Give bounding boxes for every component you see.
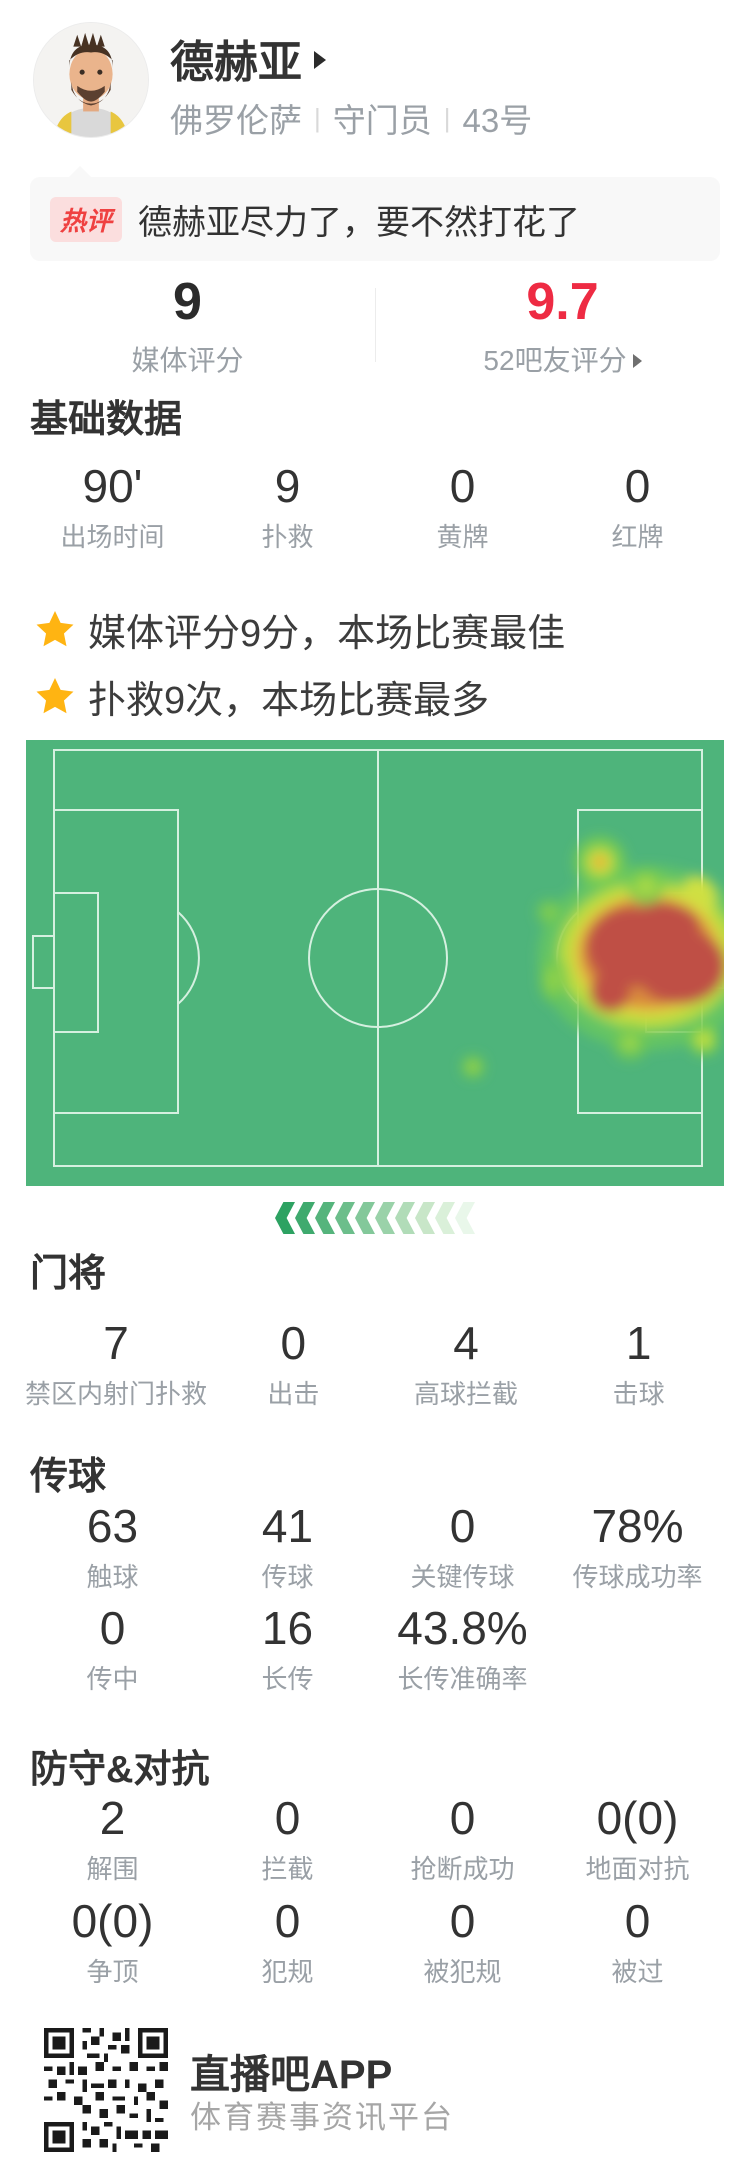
highlight-text: 扑救9次，本场比赛最多 [88,679,490,722]
stat-yellow-cards: 0 黄牌 [436,460,489,552]
stat-red-cards: 0 红牌 [611,460,664,552]
shirt-number: 43号 [462,102,533,139]
defense-stats-row2: 0(0) 争顶 0 犯规 0 被犯规 0 被过 [25,1893,725,1989]
hot-comment-box: 热评 德赫亚尽力了，要不然打花了 [30,177,720,261]
stat-runouts: 0 出击 [267,1317,320,1409]
stat-long-ball-accuracy: 43.8% 长传准确率 [397,1602,528,1694]
chevron-left-icon [455,1202,475,1234]
goalkeeping-stats-grid: 7 禁区内射门扑救 0 出击 4 高球拦截 1 击球 [25,1315,725,1411]
player-subtitle: 佛罗伦萨 | 守门员 | 43号 [170,96,532,140]
basic-stats-grid: 90' 出场时间 9 扑救 0 黄牌 0 红牌 [25,458,725,554]
chevron-left-icon [375,1202,395,1234]
stat-fouls: 0 犯规 [261,1895,314,1987]
separator: | [314,102,321,133]
stat-dribbled-past: 0 被过 [611,1895,664,1987]
stat-key-passes: 0 关键传球 [410,1500,515,1592]
stat-tackles-won: 0 抢断成功 [410,1792,515,1884]
section-title-goalkeeping: 门将 [30,1253,107,1295]
qr-code [44,2028,168,2152]
star-icon [36,611,74,647]
chevron-left-icon [395,1202,415,1234]
fan-rating: 9.7 52吧友评分 [375,272,750,378]
media-rating-label: 媒体评分 [131,345,244,376]
chevron-left-icon [355,1202,375,1234]
stat-saves: 9 扑救 [261,460,314,552]
app-tagline: 体育赛事资讯平台 [190,2100,454,2135]
stat-crosses: 0 传中 [86,1602,139,1694]
passing-stats-row2: 0 传中 16 长传 43.8% 长传准确率 [25,1600,725,1696]
stat-ground-duels: 0(0) 地面对抗 [585,1792,690,1884]
chevron-left-icon [435,1202,455,1234]
hot-comment-text: 德赫亚尽力了，要不然打花了 [138,203,581,242]
player-name: 德赫亚 [170,38,302,87]
hot-comment-badge: 热评 [50,196,123,242]
ratings-row: 9 媒体评分 9.7 52吧友评分 [0,272,750,378]
stat-box-saves: 7 禁区内射门扑救 [25,1317,208,1409]
separator: | [443,102,451,133]
chevron-left-icon [335,1202,355,1234]
stat-passes: 41 传球 [261,1500,314,1592]
chevron-left-icon [295,1202,315,1234]
media-rating: 9 媒体评分 [0,272,375,378]
section-title-passing: 传球 [30,1456,107,1498]
stat-clearances: 2 解围 [86,1792,139,1884]
chevron-left-icon [415,1202,435,1234]
stat-interceptions: 0 拦截 [261,1792,314,1884]
club-name: 佛罗伦萨 [170,102,302,139]
position: 守门员 [332,102,432,139]
stat-long-balls: 16 长传 [261,1602,314,1694]
stat-pass-accuracy: 78% 传球成功率 [572,1500,703,1592]
expand-caret-icon [314,51,326,69]
chevron-left-icon [275,1202,295,1234]
defense-stats-row1: 2 解围 0 拦截 0 抢断成功 0(0) 地面对抗 [25,1790,725,1886]
highlight-row-1: 媒体评分9分，本场比赛最佳 [36,606,565,655]
highlight-row-2: 扑救9次，本场比赛最多 [36,673,489,722]
passing-stats-row1: 63 触球 41 传球 0 关键传球 78% 传球成功率 [25,1498,725,1594]
highlight-text: 媒体评分9分，本场比赛最佳 [88,612,566,655]
ratings-divider [375,288,376,362]
right-caret-icon [632,354,642,368]
stat-punches: 1 击球 [612,1317,665,1409]
chevron-left-icon [315,1202,335,1234]
direction-chevrons [0,1202,750,1234]
stat-high-claims: 4 高球拦截 [413,1317,518,1409]
media-rating-value: 9 [173,273,202,331]
heatmap-blobs [461,836,724,1079]
stat-touches: 63 触球 [86,1500,139,1592]
stat-minutes: 90' 出场时间 [60,460,165,552]
fan-rating-link[interactable]: 52吧友评分 [375,344,750,378]
stat-aerial-duels: 0(0) 争顶 [71,1895,154,1987]
avatar-illustration [34,23,148,137]
stat-fouled: 0 被犯规 [423,1895,502,1987]
section-title-defense: 防守&对抗 [30,1749,210,1791]
section-title-basic: 基础数据 [30,399,183,441]
player-name-row[interactable]: 德赫亚 [170,30,326,87]
star-icon [36,678,74,714]
fan-rating-value: 9.7 [526,273,599,331]
app-name: 直播吧APP [190,2053,393,2097]
player-avatar [33,22,149,138]
heatmap-pitch [26,740,724,1186]
comment-notch [68,166,92,178]
